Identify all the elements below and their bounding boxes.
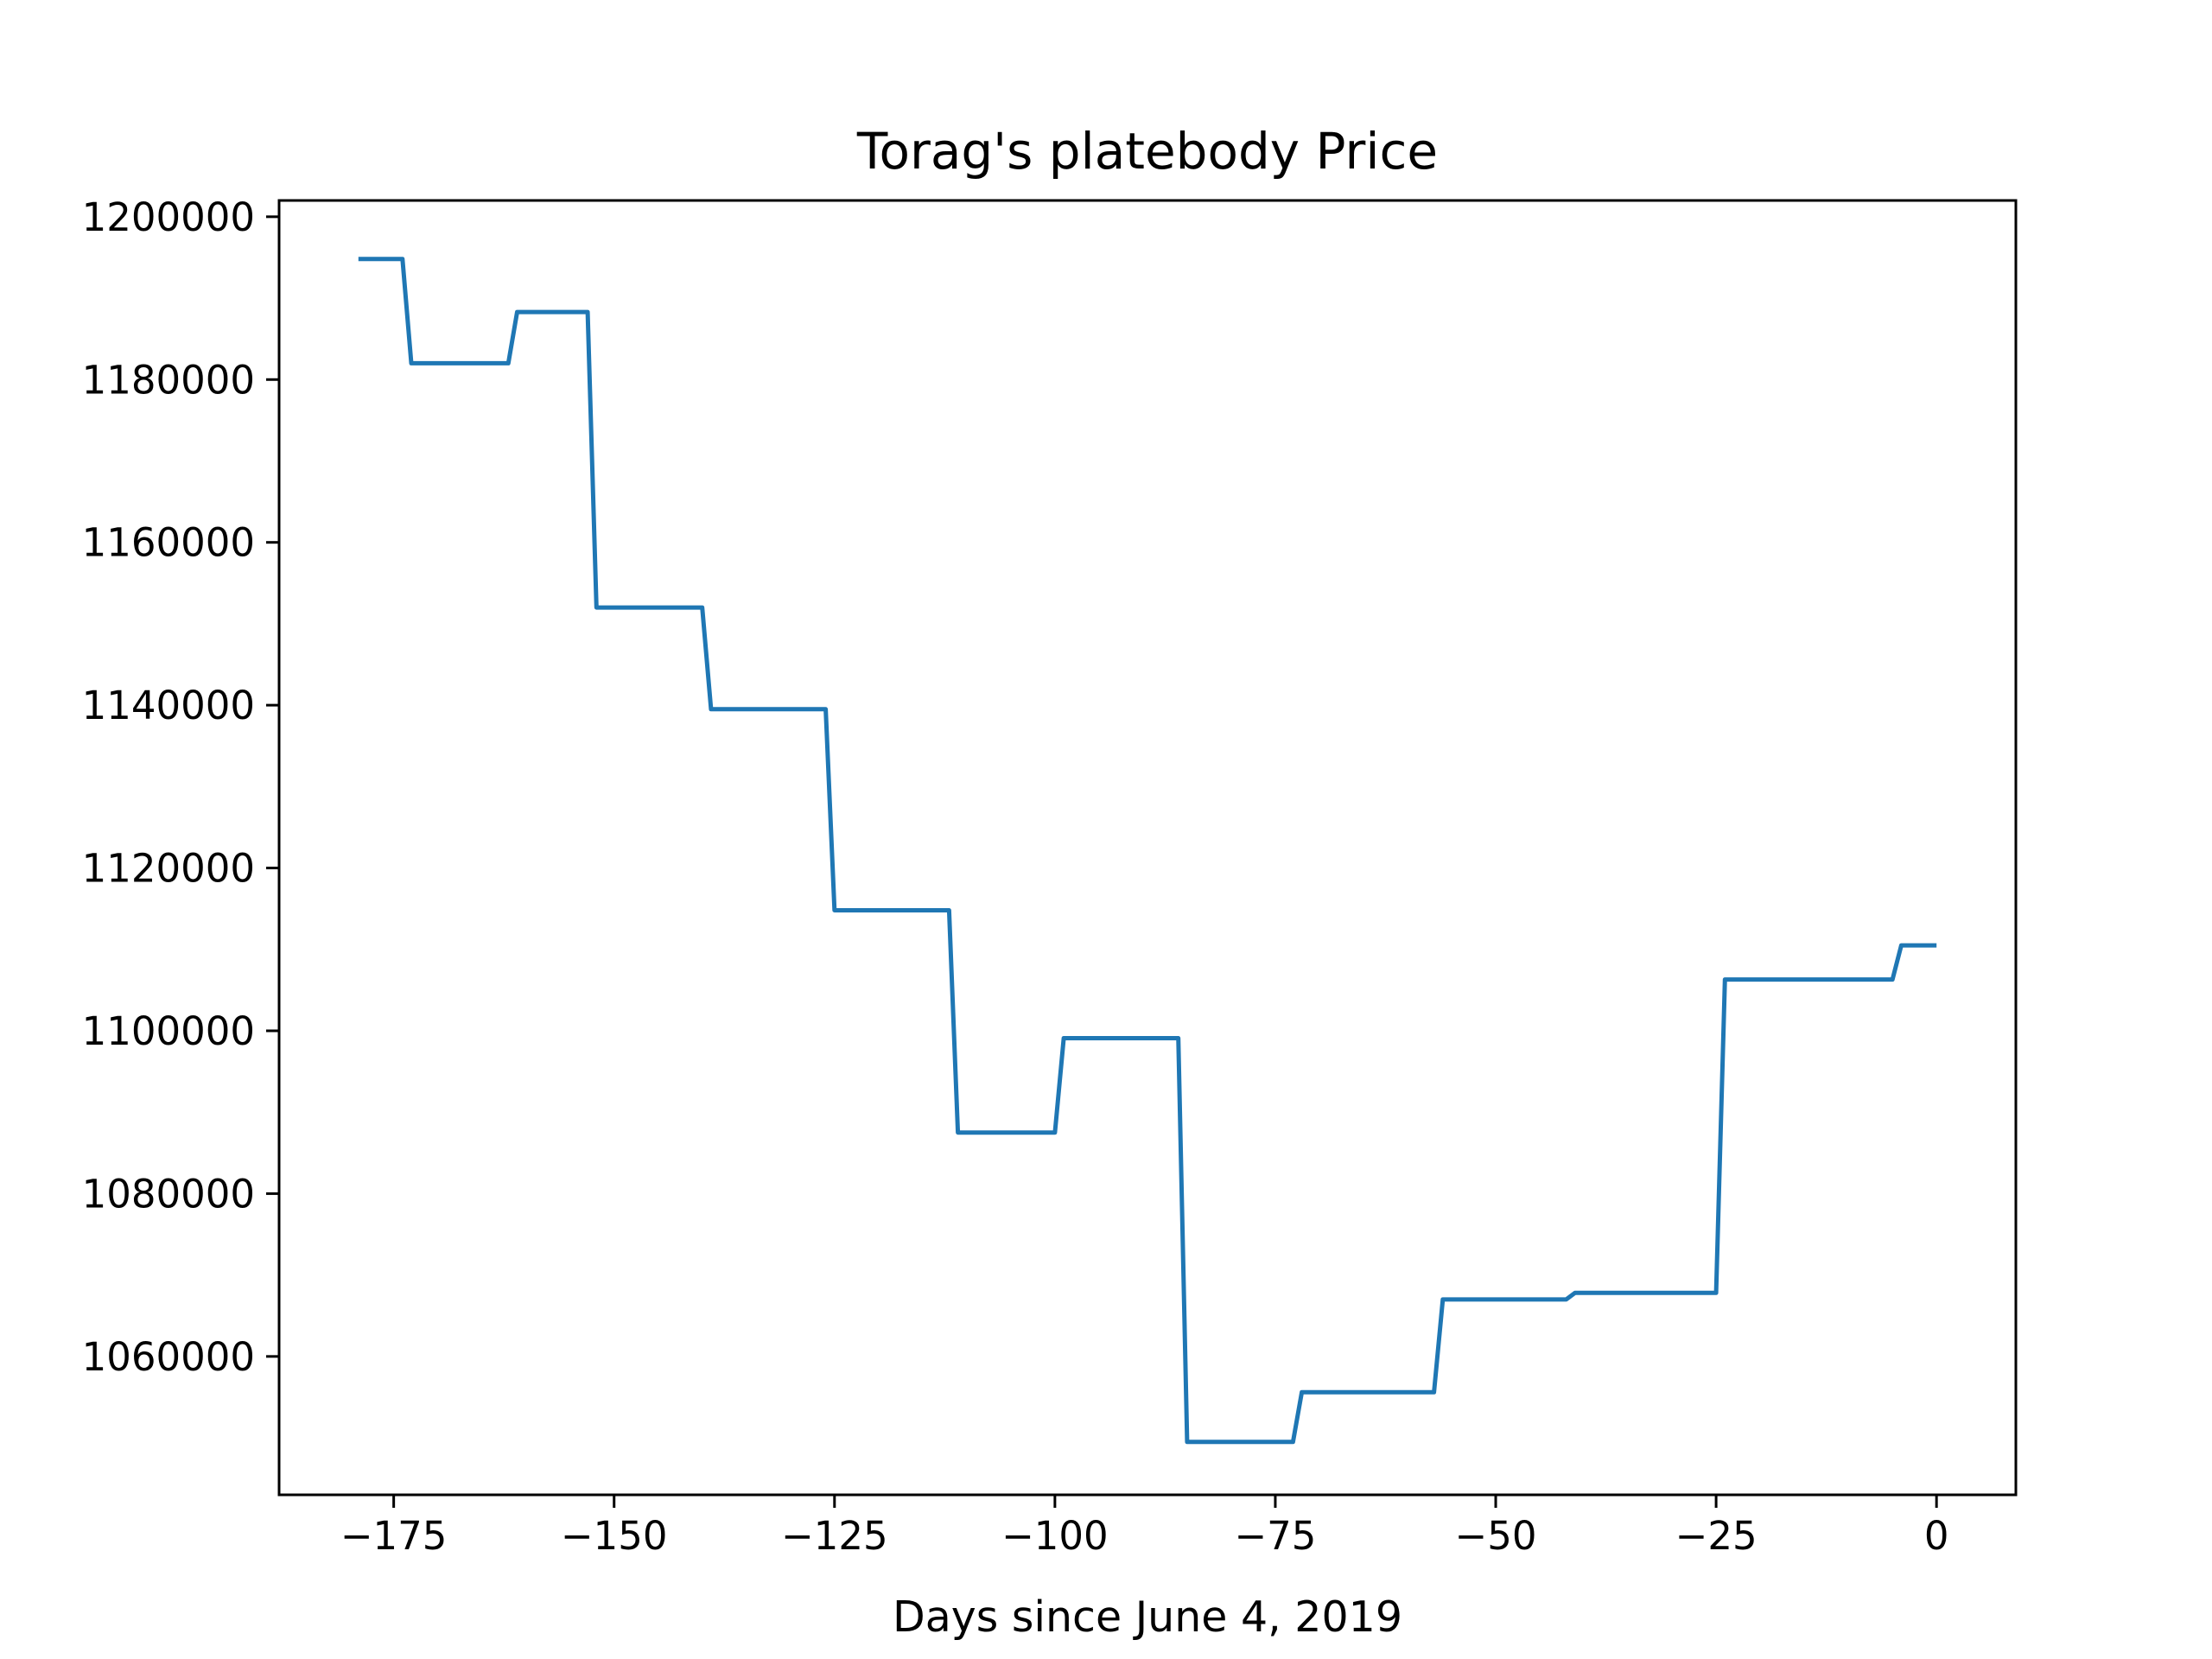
y-tick-label: 1060000	[82, 1334, 255, 1380]
x-tick-label: −125	[781, 1513, 888, 1559]
x-tick-label: −25	[1675, 1513, 1758, 1559]
price-series-line	[358, 257, 1937, 1445]
x-tick-label: −100	[1001, 1513, 1109, 1559]
x-tick-label: −50	[1455, 1513, 1537, 1559]
x-tick-label: 0	[1924, 1513, 1949, 1559]
x-tick-label: −75	[1234, 1513, 1316, 1559]
plot-frame	[277, 199, 2018, 1497]
plot-area	[358, 257, 1937, 1445]
x-axis: −175 −150 −125 −100 −75 −50 −25 0	[340, 1495, 1949, 1559]
chart-title: Torag's platebody Price	[856, 122, 1438, 181]
x-tick-label: −175	[340, 1513, 448, 1559]
y-tick-label: 1200000	[82, 194, 255, 240]
y-tick-label: 1120000	[82, 846, 255, 892]
y-tick-label: 1080000	[82, 1171, 255, 1217]
y-tick-label: 1160000	[82, 520, 255, 566]
x-axis-label: Days since June 4, 2019	[893, 1592, 1402, 1642]
y-tick-label: 1180000	[82, 357, 255, 403]
y-axis: 1060000 1080000 1100000 1120000 1140000 11600…	[82, 194, 279, 1380]
x-tick-label: −150	[561, 1513, 668, 1559]
y-tick-label: 1140000	[82, 683, 255, 728]
y-tick-label: 1100000	[82, 1008, 255, 1054]
